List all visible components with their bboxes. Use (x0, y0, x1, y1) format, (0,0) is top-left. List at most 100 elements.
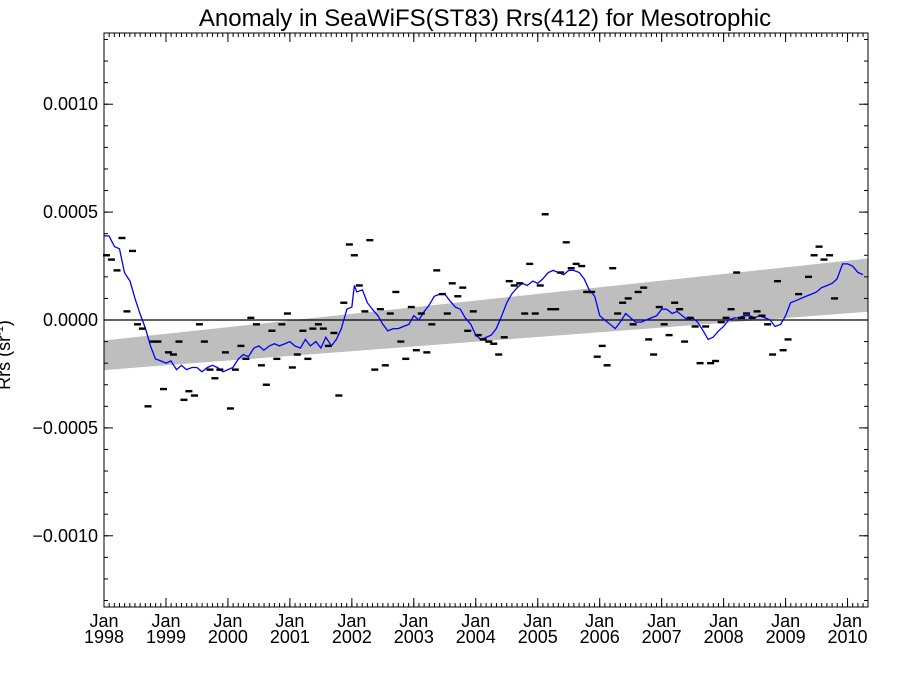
anomaly-point (283, 312, 291, 315)
anomaly-point (676, 308, 684, 311)
anomaly-point (562, 241, 570, 244)
anomaly-point (490, 342, 498, 345)
anomaly-point (753, 310, 761, 313)
monthly-anomaly-layer (102, 213, 839, 410)
anomaly-point (299, 329, 307, 332)
anomaly-point (361, 310, 369, 313)
anomaly-point (795, 292, 803, 296)
x-tick-month: Jan (833, 611, 862, 631)
y-axis-label-text: Rrs (sr (0, 336, 14, 390)
x-tick-month: Jan (647, 611, 676, 631)
anomaly-point (221, 351, 229, 354)
anomaly-point (779, 349, 787, 352)
anomaly-point (371, 368, 379, 371)
anomaly-point (738, 316, 746, 320)
anomaly-point (169, 353, 177, 356)
anomaly-point (423, 351, 431, 354)
anomaly-point (603, 364, 611, 367)
anomaly-point (609, 267, 617, 270)
anomaly-point (681, 340, 689, 343)
x-tick-year: 2009 (766, 627, 806, 647)
anomaly-point (211, 377, 219, 380)
anomaly-point (712, 359, 720, 363)
x-tick-month: Jan (275, 611, 304, 631)
anomaly-point (231, 368, 239, 371)
anomaly-point (262, 383, 270, 386)
anomaly-point (748, 316, 756, 320)
anomaly-point (769, 353, 777, 356)
anomaly-point (722, 316, 730, 320)
anomaly-point (691, 325, 699, 328)
anomaly-point (144, 405, 152, 408)
x-tick-year: 1998 (84, 627, 124, 647)
x-tick-year: 2010 (828, 627, 868, 647)
anomaly-point (402, 357, 410, 361)
anomaly-point (206, 368, 214, 371)
x-tick-year: 1999 (146, 627, 186, 647)
anomaly-point (820, 258, 828, 261)
anomaly-point (345, 243, 353, 246)
x-tick-year: 2006 (580, 627, 620, 647)
anomaly-point (412, 349, 420, 352)
x-tick-month: Jan (151, 611, 180, 631)
anomaly-point (448, 282, 456, 285)
anomaly-point (717, 320, 725, 324)
anomaly-point (495, 353, 503, 356)
anomaly-point (138, 327, 146, 330)
anomaly-point (247, 316, 255, 320)
anomaly-point (634, 290, 642, 294)
anomaly-point (288, 366, 296, 369)
anomaly-point (180, 398, 188, 402)
anomaly-point (831, 297, 839, 300)
anomaly-point (293, 353, 301, 356)
anomaly-point (417, 312, 425, 315)
anomaly-point (268, 329, 276, 332)
anomaly-point (640, 286, 648, 289)
x-tick-month: Jan (523, 611, 552, 631)
anomaly-point (479, 338, 487, 341)
anomaly-point (381, 364, 389, 367)
anomaly-point (443, 312, 451, 315)
x-tick-year: 2002 (332, 627, 372, 647)
anomaly-point (614, 312, 622, 315)
anomaly-point (552, 308, 560, 311)
anomaly-point (335, 394, 343, 397)
anomaly-point (459, 286, 467, 289)
anomaly-point (702, 325, 710, 328)
anomaly-point (619, 301, 627, 304)
anomaly-point (273, 357, 281, 361)
x-tick-year: 2007 (642, 627, 682, 647)
anomaly-point (531, 312, 539, 315)
x-tick-month: Jan (213, 611, 242, 631)
x-tick-month: Jan (337, 611, 366, 631)
anomaly-point (593, 355, 601, 358)
anomaly-point (118, 236, 126, 240)
anomaly-point (733, 271, 741, 274)
anomaly-point (164, 351, 172, 354)
x-tick-month: Jan (771, 611, 800, 631)
anomaly-point (758, 314, 766, 317)
anomaly-point (159, 387, 167, 391)
anomaly-point (309, 327, 317, 330)
anomaly-point (583, 290, 591, 294)
trend-band (104, 258, 868, 371)
anomaly-point (355, 284, 363, 287)
anomaly-point (474, 333, 482, 337)
anomaly-point (366, 238, 374, 242)
anomaly-point (407, 305, 415, 309)
anomaly-point (319, 327, 327, 330)
y-tick-label: −0.0010 (32, 526, 98, 546)
anomaly-point (784, 338, 792, 341)
anomaly-point (660, 323, 668, 326)
anomaly-point (129, 249, 137, 253)
anomaly-point (454, 295, 462, 298)
x-tick-year: 2000 (208, 627, 248, 647)
anomaly-point (200, 340, 208, 343)
anomaly-point (257, 364, 265, 367)
anomaly-point (686, 316, 694, 320)
anomaly-point (505, 279, 513, 283)
anomaly-point (330, 331, 338, 335)
anomaly-point (154, 340, 162, 343)
anomaly-point (521, 312, 529, 315)
anomaly-point (645, 338, 653, 341)
